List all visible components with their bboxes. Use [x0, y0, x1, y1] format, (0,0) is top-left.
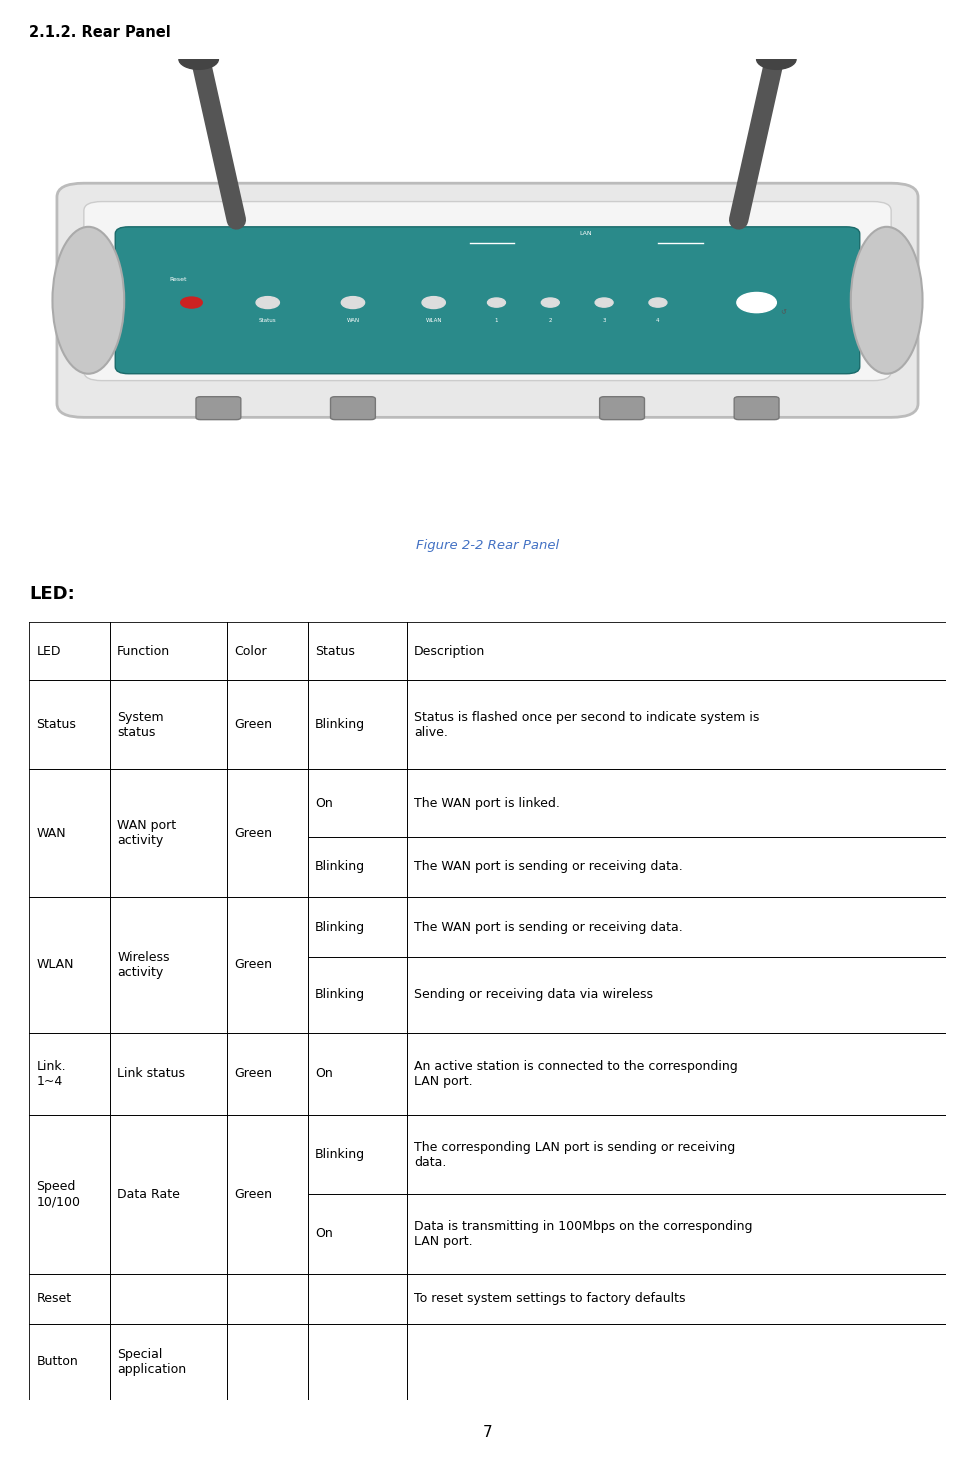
Text: Status: Status — [315, 644, 355, 658]
Text: On: On — [315, 797, 332, 810]
Text: System
status: System status — [117, 711, 164, 739]
Circle shape — [541, 298, 560, 307]
Text: Special
application: Special application — [117, 1348, 186, 1376]
FancyBboxPatch shape — [84, 201, 891, 381]
FancyBboxPatch shape — [196, 397, 241, 419]
Text: Data is transmitting in 100Mbps on the corresponding
LAN port.: Data is transmitting in 100Mbps on the c… — [414, 1220, 753, 1248]
FancyBboxPatch shape — [115, 227, 860, 373]
Text: 3: 3 — [603, 317, 605, 323]
Text: Green: Green — [235, 826, 273, 840]
Text: Blinking: Blinking — [315, 1148, 366, 1161]
Text: Blinking: Blinking — [315, 718, 366, 732]
Text: Data Rate: Data Rate — [117, 1188, 180, 1201]
Text: The corresponding LAN port is sending or receiving
data.: The corresponding LAN port is sending or… — [414, 1140, 735, 1169]
Text: Figure 2-2 Rear Panel: Figure 2-2 Rear Panel — [416, 539, 559, 552]
Text: Blinking: Blinking — [315, 860, 366, 874]
Circle shape — [256, 296, 280, 308]
Text: Color: Color — [235, 644, 267, 658]
Text: Status is flashed once per second to indicate system is
alive.: Status is flashed once per second to ind… — [414, 711, 760, 739]
Text: 1: 1 — [494, 317, 498, 323]
Text: Status: Status — [37, 718, 76, 732]
Text: Link status: Link status — [117, 1068, 185, 1080]
Text: 2.1.2. Rear Panel: 2.1.2. Rear Panel — [29, 25, 171, 40]
Text: WLAN: WLAN — [425, 317, 442, 323]
Text: Green: Green — [235, 1188, 273, 1201]
Circle shape — [649, 298, 667, 307]
Ellipse shape — [851, 227, 922, 373]
Text: $\circlearrowleft$: $\circlearrowleft$ — [779, 308, 788, 315]
Text: LED:: LED: — [29, 585, 75, 603]
Text: The WAN port is sending or receiving data.: The WAN port is sending or receiving dat… — [414, 860, 682, 874]
Circle shape — [757, 49, 796, 70]
Text: Green: Green — [235, 1068, 273, 1080]
Circle shape — [488, 298, 505, 307]
Text: 7: 7 — [483, 1425, 492, 1441]
Text: Speed
10/100: Speed 10/100 — [37, 1180, 81, 1208]
Text: Green: Green — [235, 958, 273, 972]
Text: On: On — [315, 1068, 332, 1080]
Text: Link.
1~4: Link. 1~4 — [37, 1060, 66, 1087]
FancyBboxPatch shape — [57, 184, 918, 418]
Text: WAN: WAN — [346, 317, 360, 323]
Text: Reset: Reset — [170, 277, 187, 281]
Text: The WAN port is sending or receiving data.: The WAN port is sending or receiving dat… — [414, 921, 682, 933]
Text: Blinking: Blinking — [315, 988, 366, 1001]
FancyBboxPatch shape — [600, 397, 644, 419]
Circle shape — [179, 49, 218, 70]
Text: LED: LED — [37, 644, 61, 658]
Text: On: On — [315, 1228, 332, 1241]
Text: LAN: LAN — [580, 231, 593, 235]
Text: WLAN: WLAN — [37, 958, 74, 972]
Circle shape — [341, 296, 365, 308]
Text: Status: Status — [259, 317, 277, 323]
Text: An active station is connected to the corresponding
LAN port.: An active station is connected to the co… — [414, 1060, 738, 1087]
FancyBboxPatch shape — [734, 397, 779, 419]
Circle shape — [595, 298, 613, 307]
Text: Sending or receiving data via wireless: Sending or receiving data via wireless — [414, 988, 653, 1001]
Text: Description: Description — [414, 644, 486, 658]
Text: 4: 4 — [656, 317, 660, 323]
Text: Wireless
activity: Wireless activity — [117, 951, 170, 979]
Ellipse shape — [53, 227, 124, 373]
Text: Reset: Reset — [37, 1293, 72, 1305]
Circle shape — [180, 298, 202, 308]
Text: Function: Function — [117, 644, 171, 658]
Circle shape — [737, 292, 776, 312]
Text: To reset system settings to factory defaults: To reset system settings to factory defa… — [414, 1293, 685, 1305]
Circle shape — [422, 296, 446, 308]
Text: Blinking: Blinking — [315, 921, 366, 933]
Text: The WAN port is linked.: The WAN port is linked. — [414, 797, 560, 810]
Text: WAN: WAN — [37, 826, 66, 840]
Text: Green: Green — [235, 718, 273, 732]
Text: 2: 2 — [549, 317, 552, 323]
FancyBboxPatch shape — [331, 397, 375, 419]
Text: Button: Button — [37, 1355, 78, 1368]
Text: WAN port
activity: WAN port activity — [117, 819, 176, 847]
